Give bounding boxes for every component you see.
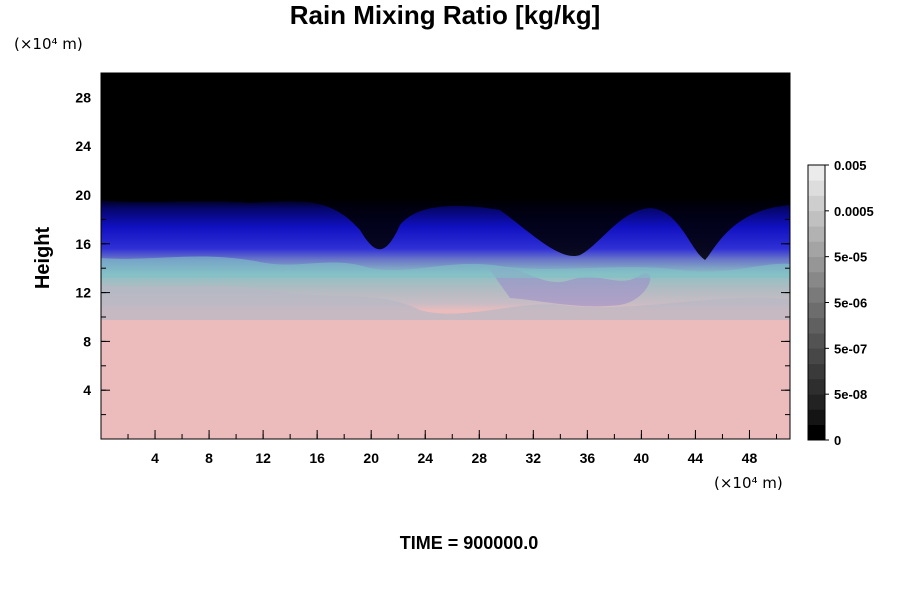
x-tick-label: 28 xyxy=(471,450,487,466)
y-axis-label: Height xyxy=(32,227,54,290)
chart-title: Rain Mixing Ratio [kg/kg] xyxy=(290,0,601,30)
y-tick-label: 28 xyxy=(75,89,91,105)
y-axis: 4 8 12 16 20 24 28 xyxy=(75,89,790,416)
field-texture xyxy=(101,73,790,320)
colorbar-swatch xyxy=(808,210,825,227)
x-tick-label: 24 xyxy=(417,450,433,466)
colorbar-swatch xyxy=(808,333,825,349)
colorbar-label: 0.0005 xyxy=(834,204,874,219)
x-axis: 4 8 12 16 20 24 28 32 36 40 44 48 xyxy=(127,73,777,466)
colorbar-swatch xyxy=(808,394,825,410)
y-tick-label: 12 xyxy=(75,285,91,301)
colorbar-label: 5e-05 xyxy=(834,250,867,265)
colorbar-swatch xyxy=(808,287,825,303)
time-label: TIME = 900000.0 xyxy=(400,533,539,553)
colorbar-swatch xyxy=(808,195,825,212)
colorbar-swatch xyxy=(808,226,825,242)
y-tick-label: 8 xyxy=(83,333,91,349)
colorbar-swatch xyxy=(808,348,825,364)
upper-boundary-dips xyxy=(101,73,790,260)
plot-area xyxy=(100,72,791,440)
y-axis-unit: (×10⁴ m) xyxy=(14,35,83,53)
colorbar-swatch xyxy=(808,409,825,426)
colorbar-label: 5e-07 xyxy=(834,341,867,356)
colorbar-label: 5e-08 xyxy=(834,387,867,402)
x-tick-label: 16 xyxy=(309,450,325,466)
colorbar-swatch xyxy=(808,241,825,257)
cyan-wisps xyxy=(101,256,790,278)
y-tick-label: 16 xyxy=(75,236,91,252)
colorbar-label: 0.005 xyxy=(834,158,867,173)
x-axis-unit: (×10⁴ m) xyxy=(714,474,783,492)
colorbar-swatch xyxy=(808,363,825,380)
x-tick-label: 12 xyxy=(255,450,271,466)
y-tick-label: 20 xyxy=(75,187,91,203)
colorbar-label: 5e-06 xyxy=(834,296,867,311)
colorbar-swatch xyxy=(808,317,825,334)
colorbar-swatch xyxy=(808,256,825,273)
colorbar-label: 0 xyxy=(834,433,841,448)
colorbar: 0 5e-08 5e-07 5e-06 5e-05 0.0005 0.005 xyxy=(807,158,874,448)
colorbar-swatch xyxy=(808,302,825,319)
y-tick-label: 24 xyxy=(75,138,91,154)
colorbar-swatch xyxy=(808,165,825,181)
x-tick-label: 20 xyxy=(363,450,379,466)
x-tick-label: 40 xyxy=(634,450,650,466)
colorbar-swatch xyxy=(808,378,825,395)
colorbar-swatch xyxy=(808,424,825,441)
x-tick-label: 4 xyxy=(151,450,159,466)
x-tick-label: 8 xyxy=(205,450,213,466)
x-tick-label: 32 xyxy=(526,450,542,466)
colorbar-swatch xyxy=(808,180,825,196)
x-tick-label: 48 xyxy=(742,450,758,466)
x-tick-label: 44 xyxy=(688,450,704,466)
y-tick-label: 4 xyxy=(83,382,91,398)
x-tick-label: 36 xyxy=(580,450,596,466)
mid-cloud-band xyxy=(101,285,790,320)
colorbar-swatch xyxy=(808,271,825,288)
